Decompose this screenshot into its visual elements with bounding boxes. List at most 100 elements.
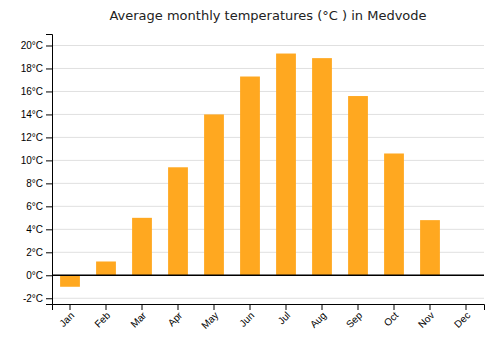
- tick-mark: [430, 304, 431, 310]
- chart: Average monthly temperatures (°C ) in Me…: [0, 0, 500, 350]
- axis-line: [46, 35, 53, 305]
- tick-label: 12°C: [21, 132, 43, 143]
- tick: Jan: [57, 304, 76, 329]
- title: Average monthly temperatures (°C ) in Me…: [109, 8, 426, 23]
- tick-mark: [46, 137, 52, 138]
- tick-mark: [322, 304, 323, 310]
- tick: 18°C: [21, 63, 52, 74]
- tick: -2°C: [23, 293, 52, 304]
- tick-label: 2°C: [26, 247, 43, 258]
- grid-line: [52, 160, 484, 161]
- tick: Oct: [382, 304, 401, 328]
- tick: 10°C: [21, 155, 52, 166]
- tick-label: 18°C: [21, 63, 43, 74]
- tick: Jul: [276, 304, 293, 326]
- tick: Nov: [416, 304, 436, 330]
- tick-label: -2°C: [23, 293, 43, 304]
- tick-mark: [466, 304, 467, 310]
- tick-label: 16°C: [21, 86, 43, 97]
- tick-mark: [178, 304, 179, 310]
- bar: [420, 220, 440, 275]
- grid-line: [52, 114, 484, 115]
- grid-line: [52, 137, 484, 138]
- tick: 12°C: [21, 132, 52, 143]
- grid-line: [52, 275, 484, 276]
- tick-label: 20°C: [21, 40, 43, 51]
- tick-label: Feb: [92, 309, 112, 329]
- tick-mark: [46, 183, 52, 184]
- tick: 0°C: [26, 270, 52, 281]
- x-axis: Jan Feb Mar Apr May Jun Jul Aug Sep Oct Nov Dec: [53, 304, 485, 331]
- tick-mark: [46, 114, 52, 115]
- tick-mark: [46, 45, 52, 46]
- grid-line: [52, 45, 484, 46]
- bar: [384, 153, 404, 275]
- tick-label: 8°C: [26, 178, 43, 189]
- tick-mark: [46, 160, 52, 161]
- grid-line: [52, 229, 484, 230]
- tick: Feb: [92, 304, 112, 330]
- tick-label: Sep: [344, 309, 365, 330]
- grid-line: [52, 252, 484, 253]
- tick-mark: [46, 252, 52, 253]
- bar: [240, 77, 260, 276]
- tick-mark: [46, 298, 52, 299]
- tick-label: Jan: [57, 310, 76, 329]
- tick: Aug: [308, 304, 328, 330]
- zero-line: [52, 275, 484, 277]
- bar: [168, 167, 188, 275]
- tick: Dec: [452, 304, 472, 330]
- grid-line: [52, 91, 484, 92]
- tick-label: 0°C: [26, 270, 43, 281]
- bar: [60, 275, 80, 286]
- bar: [204, 114, 224, 275]
- tick: 6°C: [26, 201, 52, 212]
- tick-mark: [142, 304, 143, 310]
- tick-mark: [358, 304, 359, 310]
- bar: [348, 96, 368, 275]
- tick-label: 4°C: [26, 224, 43, 235]
- tick-mark: [250, 304, 251, 310]
- tick: 2°C: [26, 247, 52, 258]
- tick-label: Oct: [382, 310, 401, 329]
- grid-line: [52, 298, 484, 299]
- tick-label: Mar: [128, 309, 148, 329]
- grid-line: [52, 68, 484, 69]
- tick: 20°C: [21, 40, 52, 51]
- tick: Apr: [166, 304, 185, 328]
- bar: [312, 58, 332, 275]
- tick: Mar: [128, 304, 148, 330]
- tick: Jun: [237, 304, 256, 329]
- tick: Sep: [344, 304, 365, 330]
- tick-label: Dec: [452, 310, 472, 330]
- tick-mark: [286, 304, 287, 310]
- tick: May: [199, 304, 220, 331]
- bar: [132, 218, 152, 275]
- tick-label: May: [199, 310, 220, 331]
- tick-label: 14°C: [21, 109, 43, 120]
- tick: 14°C: [21, 109, 52, 120]
- tick: 16°C: [21, 86, 52, 97]
- tick-mark: [70, 304, 71, 310]
- tick-label: Nov: [416, 310, 436, 330]
- tick-mark: [46, 206, 52, 207]
- grid-line: [52, 206, 484, 207]
- bar: [96, 261, 116, 275]
- grid-line: [52, 183, 484, 184]
- plot: -2°C 0°C 2°C 4°C 6°C 8°C 10°C 12°C 14°C 16°C 18°C 2…: [21, 35, 485, 331]
- y-axis: -2°C 0°C 2°C 4°C 6°C 8°C 10°C 12°C 14°C 16°C 18°C 2…: [21, 35, 53, 305]
- bar: [276, 54, 296, 276]
- tick-label: Jun: [237, 310, 256, 329]
- tick-mark: [106, 304, 107, 310]
- axis-line: [53, 305, 485, 311]
- tick-label: Jul: [276, 310, 293, 327]
- tick-mark: [394, 304, 395, 310]
- tick-mark: [46, 275, 52, 276]
- marks: [52, 54, 484, 287]
- tick-mark: [46, 68, 52, 69]
- tick-label: 10°C: [21, 155, 43, 166]
- tick: 8°C: [26, 178, 52, 189]
- grid: [52, 45, 484, 298]
- tick: 4°C: [26, 224, 52, 235]
- tick-label: Apr: [166, 309, 185, 328]
